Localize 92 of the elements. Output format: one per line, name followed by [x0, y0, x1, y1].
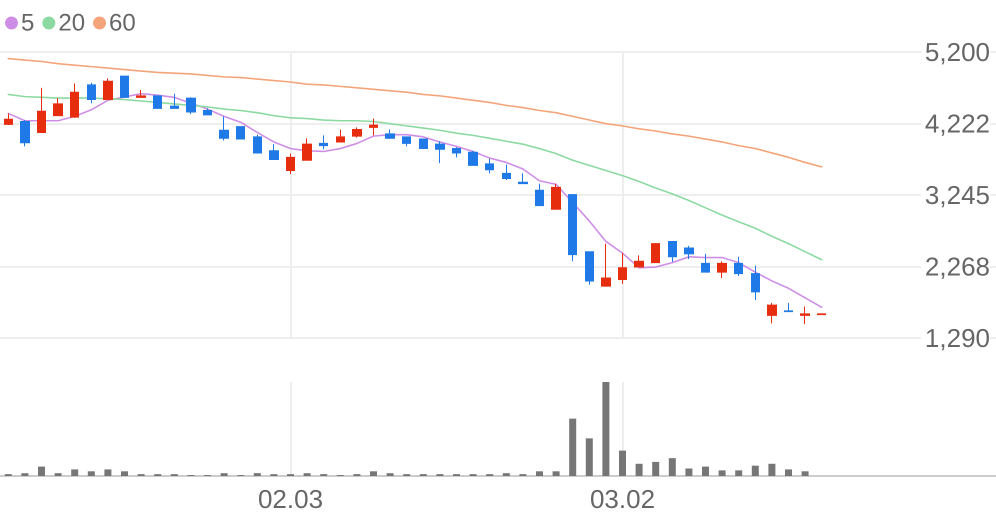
- bar: [386, 473, 394, 476]
- candlestick: [551, 183, 561, 210]
- legend-label: 60: [109, 10, 136, 36]
- candlestick: [435, 140, 445, 164]
- candlestick: [70, 82, 79, 118]
- bar: [254, 473, 261, 476]
- y-tick-label: 3,245: [924, 180, 990, 210]
- bar: [104, 469, 112, 476]
- candlestick: [800, 306, 810, 325]
- candlestick: [170, 93, 179, 109]
- candlestick: [402, 136, 411, 147]
- bar: [71, 469, 78, 476]
- candlestick: [352, 126, 362, 138]
- candlestick: [618, 252, 627, 284]
- bar: [752, 466, 759, 476]
- bar: [735, 470, 742, 476]
- x-tick-label: 02.03: [258, 484, 324, 514]
- bar: [636, 464, 643, 476]
- candlestick: [585, 251, 594, 286]
- candlestick: [751, 265, 760, 300]
- candlestick: [684, 245, 694, 260]
- legend-label: 5: [21, 10, 34, 36]
- candlestick: [419, 138, 428, 150]
- candlestick: [668, 240, 677, 262]
- y-tick-label: 5,200: [924, 37, 990, 67]
- candlestick: [784, 302, 793, 312]
- candlestick: [319, 134, 328, 150]
- y-tick-label: 2,268: [924, 251, 990, 282]
- candlestick: [452, 146, 461, 158]
- bar: [668, 458, 676, 476]
- candlestick: [87, 82, 96, 104]
- candlestick: [385, 129, 395, 140]
- bar: [602, 382, 610, 476]
- bar: [768, 464, 776, 476]
- bar: [619, 450, 626, 476]
- candlestick: [219, 116, 229, 142]
- candlestick: [502, 164, 511, 181]
- candlestick: [767, 302, 777, 324]
- x-tick-label: 03.02: [590, 484, 656, 514]
- bar: [718, 470, 726, 476]
- candlestick: [701, 253, 710, 273]
- bar: [88, 471, 95, 476]
- candlestick: [20, 120, 30, 147]
- bar: [652, 462, 660, 476]
- candlestick: [253, 134, 262, 154]
- candlestick: [37, 87, 46, 133]
- candlestick: [651, 243, 660, 264]
- candlestick: [568, 194, 577, 262]
- candlestick: [103, 78, 113, 100]
- bar: [552, 471, 560, 476]
- candlestick: [286, 153, 295, 175]
- bar: [370, 471, 377, 476]
- bar: [536, 471, 543, 476]
- bar: [586, 438, 593, 476]
- candlestick: [535, 183, 544, 206]
- candlestick: [336, 129, 345, 142]
- candlestick: [717, 260, 727, 279]
- bar: [54, 473, 62, 476]
- candlestick: [485, 158, 494, 174]
- candlestick: [153, 95, 162, 109]
- candlestick: [120, 76, 129, 98]
- line-series: [8, 94, 822, 261]
- bar: [21, 473, 28, 476]
- bar: [785, 469, 792, 476]
- candlestick: [269, 144, 279, 160]
- candlestick: [468, 150, 478, 166]
- candlestick: [634, 254, 644, 268]
- legend-label: 20: [58, 10, 86, 36]
- bar: [121, 471, 128, 476]
- candlestick: [302, 138, 312, 161]
- candlestick: [4, 112, 13, 126]
- candlestick: [53, 98, 63, 116]
- line-series: [8, 58, 822, 168]
- bar: [220, 473, 228, 476]
- candlestick: [369, 118, 378, 136]
- candlestick: [203, 108, 212, 116]
- bar: [304, 473, 311, 476]
- bar: [802, 471, 809, 476]
- bar: [38, 466, 45, 476]
- line-series: [8, 92, 822, 308]
- bar: [569, 418, 576, 476]
- candlestick: [186, 96, 196, 115]
- candlestick: [734, 256, 743, 276]
- y-tick-label: 4,222: [924, 108, 990, 139]
- candlestick: [518, 172, 528, 184]
- bar: [685, 468, 692, 476]
- y-tick-label: 1,290: [924, 323, 990, 353]
- bar: [502, 473, 510, 476]
- candlestick: [601, 243, 611, 288]
- bar: [702, 466, 709, 476]
- candlestick: [236, 126, 245, 140]
- candlestick: [136, 90, 146, 98]
